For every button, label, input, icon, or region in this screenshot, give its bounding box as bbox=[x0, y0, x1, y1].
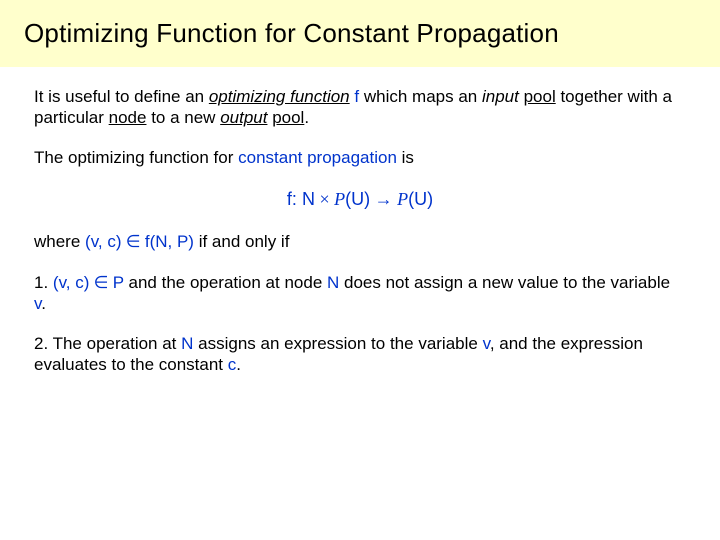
term-pool: pool bbox=[524, 87, 556, 106]
text: assigns an expression to the variable bbox=[193, 334, 482, 353]
text: which maps an bbox=[359, 87, 482, 106]
symbol-U: (U) bbox=[345, 189, 370, 209]
text: The optimizing function for bbox=[34, 148, 238, 167]
symbol-vc: (v, c) bbox=[53, 273, 90, 292]
times-icon: × bbox=[315, 189, 334, 209]
condition-1: 1. (v, c) ∈ P and the operation at node … bbox=[34, 273, 686, 314]
term-output: output bbox=[220, 108, 267, 127]
symbol-N: N bbox=[302, 189, 315, 209]
term-input: input bbox=[482, 87, 519, 106]
symbol-v: v bbox=[483, 334, 490, 353]
paragraph-2: The optimizing function for constant pro… bbox=[34, 148, 686, 169]
symbol-P: P bbox=[334, 189, 345, 209]
paragraph-3: where (v, c) ∈ f(N, P) if and only if bbox=[34, 232, 686, 253]
text: : bbox=[292, 189, 302, 209]
text: It is useful to define an bbox=[34, 87, 209, 106]
text: and the operation at node bbox=[124, 273, 327, 292]
text: does not assign a new value to the varia… bbox=[339, 273, 670, 292]
text: 2. The operation at bbox=[34, 334, 181, 353]
formula: f: N × P(U) → P(U) bbox=[34, 189, 686, 210]
element-of-icon: ∈ bbox=[89, 273, 112, 292]
symbol-fNP: f(N, P) bbox=[145, 232, 194, 251]
text: if and only if bbox=[194, 232, 289, 251]
text: to a new bbox=[146, 108, 220, 127]
text: . bbox=[41, 294, 46, 313]
term-constant-propagation: constant propagation bbox=[238, 148, 397, 167]
symbol-P: P bbox=[397, 189, 408, 209]
slide-title: Optimizing Function for Constant Propaga… bbox=[24, 18, 696, 49]
symbol-c: c bbox=[228, 355, 237, 374]
text: . bbox=[304, 108, 309, 127]
term-node: node bbox=[109, 108, 147, 127]
symbol-vc: (v, c) bbox=[85, 232, 122, 251]
slide-content: It is useful to define an optimizing fun… bbox=[0, 67, 720, 376]
text: 1. bbox=[34, 273, 53, 292]
symbol-U: (U) bbox=[408, 189, 433, 209]
title-band: Optimizing Function for Constant Propaga… bbox=[0, 0, 720, 67]
term-pool: pool bbox=[272, 108, 304, 127]
term-optimizing-function: optimizing function bbox=[209, 87, 350, 106]
condition-2: 2. The operation at N assigns an express… bbox=[34, 334, 686, 375]
arrow-icon: → bbox=[370, 189, 397, 209]
symbol-P: P bbox=[113, 273, 124, 292]
symbol-N: N bbox=[181, 334, 193, 353]
paragraph-1: It is useful to define an optimizing fun… bbox=[34, 87, 686, 128]
symbol-N: N bbox=[327, 273, 339, 292]
text: . bbox=[236, 355, 241, 374]
text: where bbox=[34, 232, 85, 251]
text: is bbox=[397, 148, 414, 167]
element-of-icon: ∈ bbox=[122, 232, 145, 251]
